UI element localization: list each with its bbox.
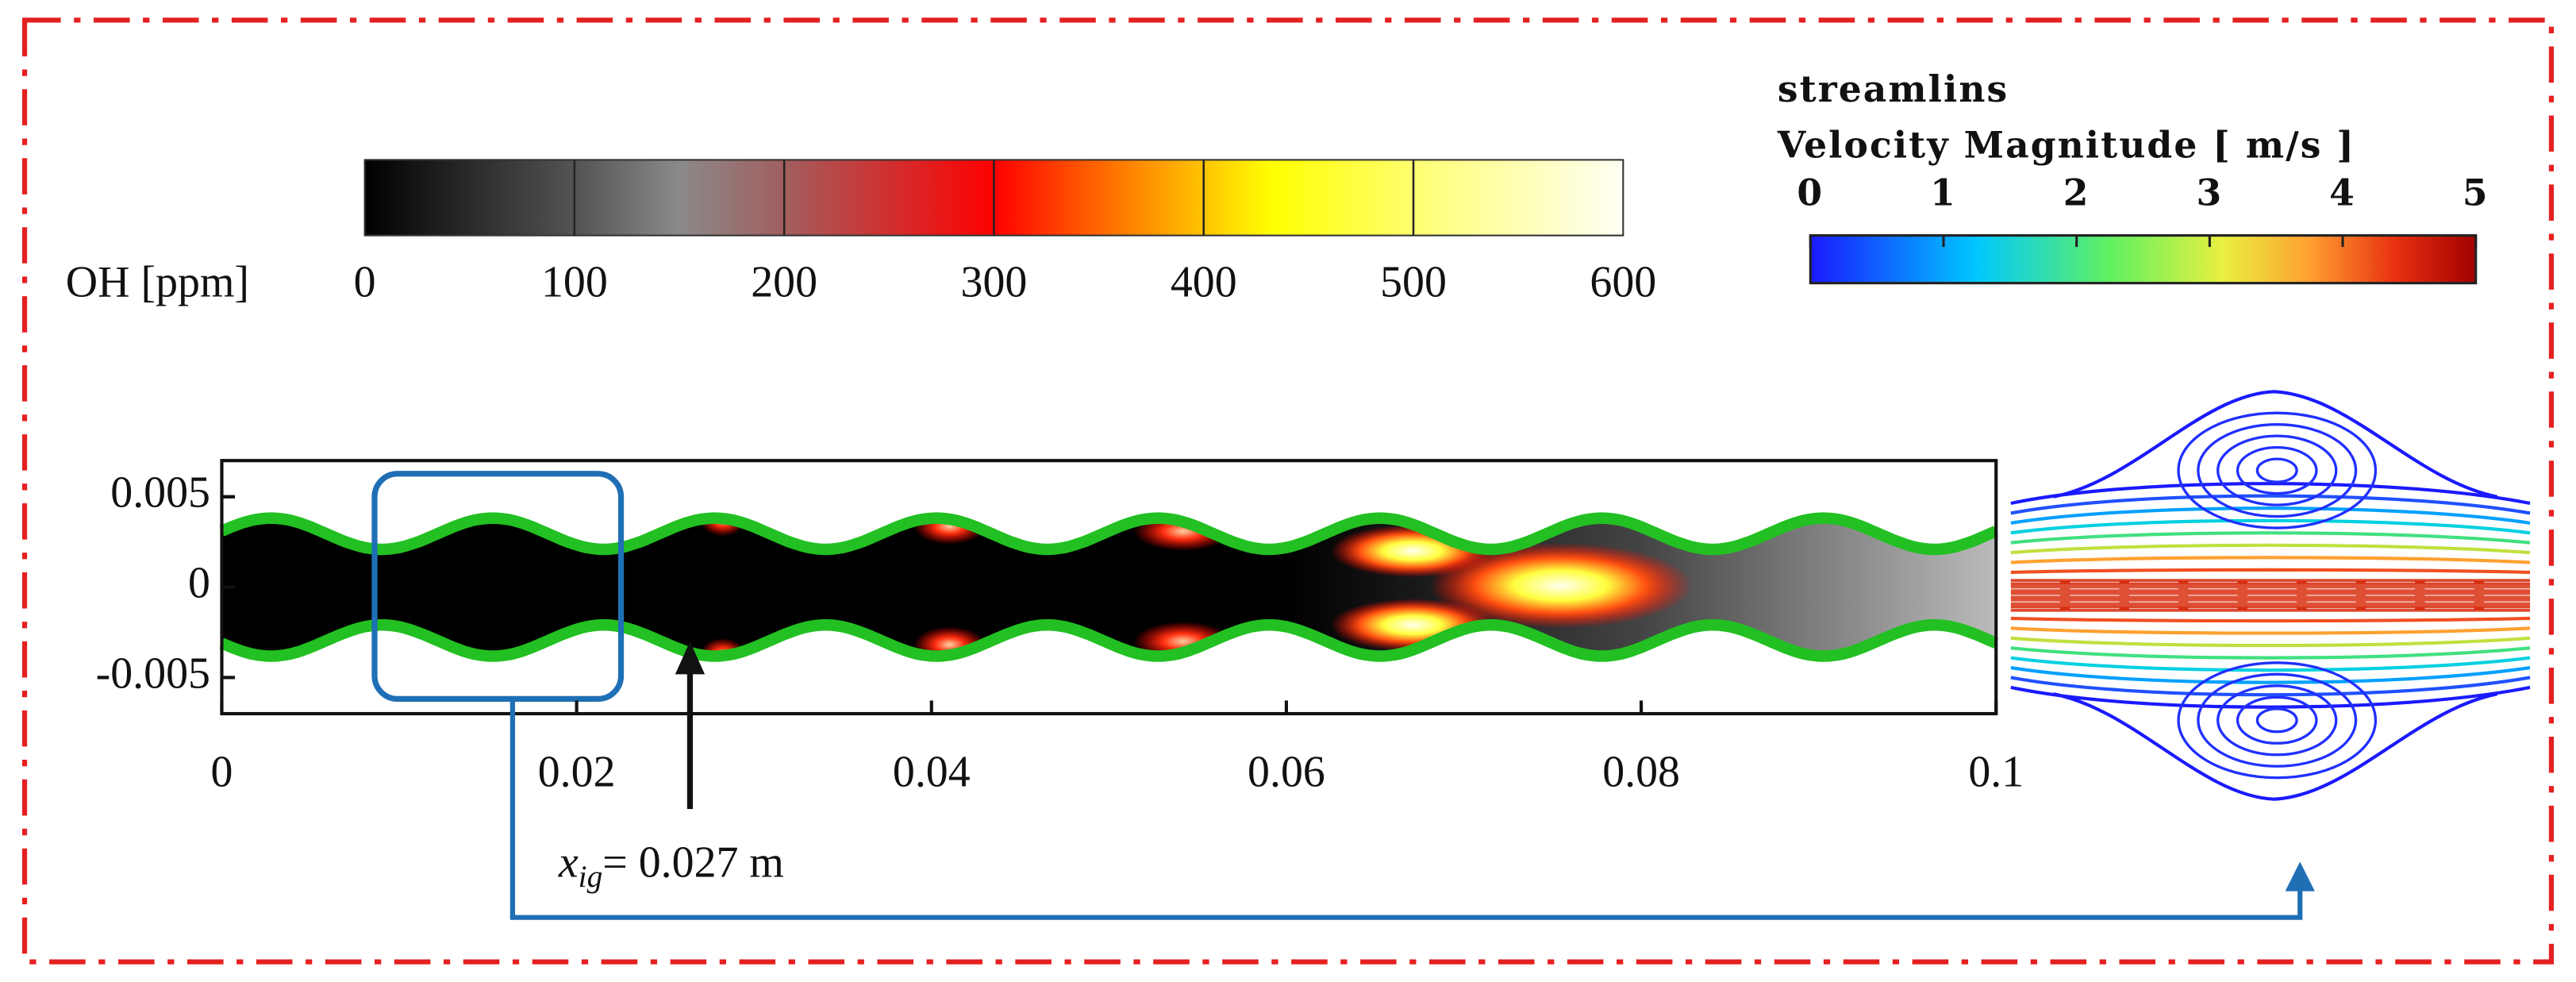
streamline	[2010, 626, 2531, 635]
streamline	[2010, 543, 2531, 555]
vortex	[2217, 434, 2338, 506]
oh-tick-label: 100	[541, 258, 608, 307]
ignition-label: xig= 0.027 m	[558, 838, 784, 894]
x-tick-label: 0.02	[538, 747, 616, 796]
wall	[219, 512, 1999, 556]
oh-label: OH [ppm]	[66, 258, 249, 307]
vel-tick-label: 2	[2063, 171, 2090, 214]
y-tick-label: 0.005	[110, 468, 210, 518]
wall	[219, 618, 1999, 662]
vel-tick-label: 0	[1797, 171, 1824, 214]
vortex	[2236, 445, 2318, 495]
value: = 0.027 m	[602, 838, 784, 887]
link-arrow	[509, 699, 2303, 920]
streamline	[2010, 518, 2531, 535]
oh-tick-label: 600	[1590, 258, 1656, 307]
vortex	[2177, 661, 2378, 780]
vortex	[2197, 672, 2358, 768]
vortex	[2177, 411, 2378, 530]
vortex	[2236, 695, 2318, 745]
x-tick-label: 0.04	[893, 747, 971, 796]
oh-tick-label: 400	[1171, 258, 1237, 307]
streamline	[2010, 665, 2531, 684]
oh-tick-label: 200	[751, 258, 817, 307]
streamline	[2010, 646, 2531, 660]
streamline	[2010, 494, 2531, 515]
subscript: ig	[579, 859, 603, 894]
y-tick-label: 0	[188, 558, 210, 607]
streamline	[2010, 531, 2531, 545]
vel-title: streamlins	[1778, 67, 2009, 110]
vortex	[2217, 684, 2338, 757]
symbol: x	[558, 838, 579, 887]
arrow-head	[2285, 861, 2315, 892]
velocity-colorbar	[1809, 234, 2478, 285]
streamline	[2010, 656, 2531, 672]
oh-field	[221, 518, 1997, 657]
streamline	[2010, 636, 2531, 648]
oh-tick-label: 500	[1380, 258, 1447, 307]
oh-tick-label: 0	[354, 258, 376, 307]
streamline-inset	[2010, 390, 2531, 801]
streamline	[2010, 506, 2531, 525]
x-tick-label: 0.1	[1968, 747, 2024, 796]
frame	[21, 17, 2555, 965]
x-tick-label: 0	[211, 747, 233, 796]
streamline	[2010, 556, 2531, 564]
vel-label: Velocity Magnitude [ m/s ]	[1777, 123, 2355, 166]
streamline	[2010, 568, 2531, 575]
x-tick-label: 0.08	[1602, 747, 1680, 796]
vel-tick-label: 3	[2196, 171, 2223, 214]
vortex	[2197, 423, 2358, 518]
streamline	[2010, 676, 2531, 697]
oh-tick-label: 300	[961, 258, 1028, 307]
vel-tick-label: 5	[2463, 171, 2489, 214]
x-tick-label: 0.06	[1248, 747, 1325, 796]
vel-tick-label: 1	[1930, 171, 1957, 214]
vel-tick-label: 4	[2329, 171, 2356, 214]
arrow-head	[675, 641, 706, 675]
zoom-box	[371, 471, 625, 702]
y-tick-label: -0.005	[96, 649, 210, 698]
vortex	[2255, 457, 2298, 483]
streamline	[2010, 616, 2531, 623]
bulge	[2053, 692, 2498, 801]
vortex	[2255, 707, 2298, 734]
bulge	[2053, 390, 2498, 499]
